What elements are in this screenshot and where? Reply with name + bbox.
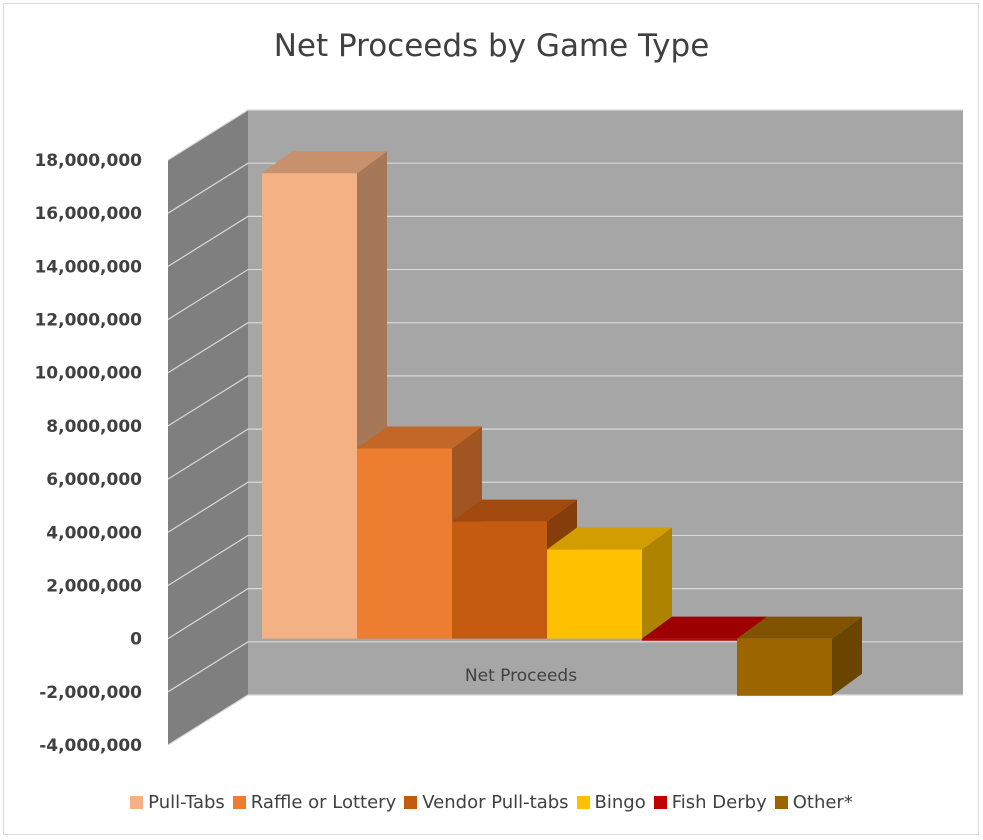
bar-side <box>832 616 862 696</box>
bar-top <box>547 527 672 550</box>
y-tick-label: 10,000,000 <box>34 364 142 384</box>
legend-swatch <box>232 796 246 809</box>
legend: Pull-Tabs Raffle or Lottery Vendor Pull-ta… <box>0 792 983 814</box>
gridline <box>167 322 963 374</box>
plot-area: 18,000,000 16,000,000 14,000,000 12,000,000… <box>34 109 963 756</box>
bar-top <box>452 499 577 522</box>
y-tick-label: 2,000,000 <box>46 576 142 596</box>
legend-label: Fish Derby <box>671 792 767 813</box>
y-tick-label: 12,000,000 <box>34 311 142 331</box>
legend-swatch <box>404 796 418 809</box>
bar-top <box>642 616 767 639</box>
gridline <box>167 534 963 586</box>
y-tick-label: -2,000,000 <box>39 683 142 703</box>
bar-top <box>357 426 482 449</box>
y-tick-label: 4,000,000 <box>46 523 142 543</box>
bar-top <box>737 616 862 639</box>
y-tick-label: 6,000,000 <box>46 470 142 490</box>
bar-top <box>262 151 387 174</box>
gridline <box>167 641 963 693</box>
legend-item: Raffle or Lottery <box>232 792 397 813</box>
legend-label: Vendor Pull-tabs <box>422 792 569 813</box>
y-tick-label: -4,000,000 <box>39 736 142 756</box>
legend-label: Raffle or Lottery <box>250 792 397 813</box>
y-tick-label: 0 <box>130 630 142 650</box>
legend-item: Fish Derby <box>653 792 767 813</box>
legend-swatch <box>653 796 667 809</box>
gridline <box>167 481 963 533</box>
bar-fish-derby <box>642 638 737 641</box>
legend-item: Vendor Pull-tabs <box>404 792 569 813</box>
gridline <box>167 694 963 746</box>
legend-label: Other* <box>792 792 853 813</box>
gridline <box>167 215 963 267</box>
bar-bingo <box>547 549 642 639</box>
bar-pull-tabs <box>262 173 357 639</box>
side-wall <box>168 110 248 745</box>
legend-swatch <box>130 796 144 809</box>
x-category-label: Net Proceeds <box>465 666 577 686</box>
bar-raffle-or-lottery <box>357 448 452 639</box>
legend-item: Other* <box>774 792 853 813</box>
bar-vendor-pull-tabs <box>452 521 547 639</box>
gridline <box>167 162 963 214</box>
chart-title: Net Proceeds by Game Type <box>273 28 710 64</box>
legend-item: Pull-Tabs <box>130 792 225 813</box>
legend-item: Bingo <box>576 792 646 813</box>
legend-label: Pull-Tabs <box>148 792 225 813</box>
gridline <box>167 428 963 480</box>
y-tick-label: 18,000,000 <box>34 151 142 171</box>
gridline <box>167 268 963 321</box>
y-tick-label: 16,000,000 <box>34 204 142 224</box>
legend-swatch <box>576 796 590 809</box>
gridline <box>167 375 963 427</box>
gridline <box>167 588 963 640</box>
y-tick-label: 14,000,000 <box>34 257 142 277</box>
bar-other- <box>737 638 832 696</box>
y-tick-label: 8,000,000 <box>46 417 142 437</box>
gridline <box>167 109 963 161</box>
legend-swatch <box>774 796 788 809</box>
legend-label: Bingo <box>594 792 646 813</box>
bar-side <box>642 527 672 639</box>
